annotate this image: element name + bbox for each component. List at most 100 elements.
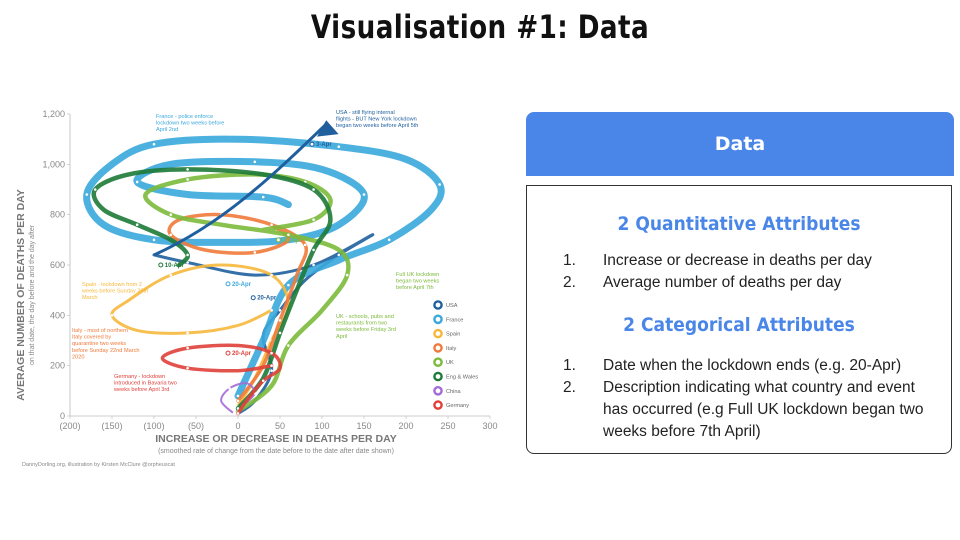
chart-annotation: Full UK lockdown began two weeks before Ap… bbox=[396, 272, 439, 291]
series-point-usa bbox=[186, 261, 189, 264]
legend-entry: France bbox=[446, 317, 463, 323]
series-point-uk bbox=[345, 273, 349, 277]
chart-date-labels: 3-Apr 10-Apr 20-Apr 20-Apr 20-Apr 20-Apr bbox=[158, 141, 332, 357]
x-tick-label: 100 bbox=[314, 421, 329, 431]
x-tick-label: 200 bbox=[398, 421, 413, 431]
series-point-france bbox=[438, 183, 441, 186]
series-point-italy bbox=[253, 251, 257, 254]
legend-entry: Spain bbox=[446, 332, 460, 338]
y-tick-label: 600 bbox=[50, 260, 65, 270]
y-tick-label: 1,200 bbox=[42, 109, 65, 119]
date-label-dot bbox=[275, 237, 281, 243]
series-point-spain bbox=[169, 273, 173, 277]
date-label: 3-Apr bbox=[316, 142, 332, 148]
y-axis-subtitle: on that date, the day before and the day… bbox=[29, 224, 36, 365]
usa-arrow-head bbox=[317, 120, 339, 137]
date-label-dot bbox=[225, 350, 231, 356]
x-axis-title: INCREASE OR DECREASE IN DEATHS PER DAY bbox=[155, 433, 397, 445]
series-line-germany bbox=[160, 343, 283, 416]
series-point-italy bbox=[278, 319, 282, 322]
series-point-germany bbox=[186, 346, 189, 350]
legend-swatch bbox=[433, 357, 443, 368]
series-point-france bbox=[236, 394, 240, 398]
list-item: 2. Description indicating what country an… bbox=[563, 379, 924, 440]
categorical-attributes-list: 1. Date when the lockdown ends (e.g. 20-A… bbox=[563, 355, 933, 443]
chart-series bbox=[83, 120, 445, 416]
series-point-germany bbox=[261, 379, 265, 383]
y-tick-label: 1,000 bbox=[42, 159, 65, 169]
series-point-china bbox=[232, 412, 236, 415]
legend-entry: Germany bbox=[446, 403, 469, 409]
legend-swatch bbox=[433, 300, 443, 310]
series-line-uk bbox=[143, 172, 351, 414]
chart-annotation: UK - schools, pubs and restaurants from t… bbox=[335, 314, 396, 340]
legend-entry: China bbox=[446, 389, 462, 395]
series-point-germany bbox=[186, 366, 189, 370]
chart-annotation: France - police enforce lockdown two week… bbox=[156, 114, 224, 133]
series-point-uk bbox=[287, 344, 290, 347]
series-point-eng-wales bbox=[186, 253, 189, 257]
series-point-eng-wales bbox=[312, 248, 315, 252]
x-tick-label: 0 bbox=[235, 421, 240, 431]
chart-legend: USA France Spain Italy UK Eng & Wales China Ger… bbox=[433, 300, 478, 410]
x-tick-label: 150 bbox=[356, 421, 371, 431]
series-point-germany bbox=[236, 412, 240, 415]
series-line-eng-wales bbox=[91, 167, 333, 411]
list-item: 1. Increase or decrease in deaths per day bbox=[563, 252, 872, 269]
chart-annotation: Germany - lockdown introduced in Bavaria … bbox=[113, 374, 177, 393]
series-point-usa bbox=[312, 263, 315, 267]
series-point-germany bbox=[270, 364, 273, 367]
series-point-italy bbox=[169, 233, 173, 237]
series-point-france bbox=[261, 195, 265, 199]
chart-credit: DannyDorling.org, illustration by Kirste… bbox=[22, 462, 175, 468]
legend-entry: USA bbox=[446, 303, 458, 309]
quantitative-attributes-list: 1. Increase or decrease in deaths per day… bbox=[563, 250, 872, 294]
date-label-dot bbox=[225, 281, 231, 287]
series-point-italy bbox=[303, 243, 307, 247]
series-point-eng-wales bbox=[186, 168, 189, 171]
date-label: 20-Apr bbox=[232, 282, 252, 288]
date-label-dot bbox=[250, 295, 256, 301]
series-point-uk bbox=[186, 178, 189, 181]
usa-upper-line bbox=[153, 122, 328, 257]
date-label: 20-Apr bbox=[257, 296, 277, 302]
legend-swatch bbox=[433, 314, 443, 325]
y-tick-label: 200 bbox=[50, 361, 65, 371]
data-panel-body: 2 Quantitative Attributes 1. Increase or … bbox=[526, 185, 952, 454]
y-tick-label: 0 bbox=[60, 411, 65, 421]
chart-annotations: France - police enforce lockdown two week… bbox=[72, 110, 439, 393]
legend-swatch bbox=[433, 400, 443, 410]
series-point-germany bbox=[270, 351, 273, 355]
x-tick-label: (150) bbox=[101, 421, 122, 431]
series-point-italy bbox=[236, 399, 240, 403]
series-point-uk bbox=[312, 218, 315, 221]
series-point-eng-wales bbox=[278, 331, 282, 335]
list-item: 2. Average number of deaths per day bbox=[563, 274, 842, 291]
x-tick-label: 250 bbox=[440, 421, 455, 431]
series-point-france bbox=[287, 283, 290, 287]
deaths-trajectory-chart: (200) (150) (100) (50) 0 50 100 150 200 250 300 0 20… bbox=[14, 100, 504, 470]
series-point-spain bbox=[270, 309, 273, 312]
chart-annotation: Spain - lockdown from 2 weeks before Sund… bbox=[81, 282, 148, 301]
series-point-spain bbox=[110, 314, 114, 317]
legend-swatch bbox=[433, 385, 443, 396]
x-tick-label: (200) bbox=[59, 421, 80, 431]
series-point-france bbox=[152, 142, 156, 146]
series-point-uk bbox=[169, 213, 173, 216]
series-point-usa bbox=[337, 253, 341, 257]
slide-title: Visualisation #1: Data bbox=[310, 8, 650, 46]
series-point-spain bbox=[186, 331, 189, 335]
series-line-france bbox=[83, 135, 445, 400]
legend-swatch bbox=[433, 328, 443, 339]
series-point-eng-wales bbox=[312, 188, 315, 191]
date-label: 20-Apr bbox=[232, 351, 252, 357]
date-label-dot bbox=[309, 141, 315, 147]
x-axis-subtitle: (smoothed rate of change from the date b… bbox=[158, 448, 394, 455]
date-label: 10-Apr bbox=[165, 263, 185, 269]
chart-annotation: Italy - most of northern Italy covered by… bbox=[72, 328, 139, 360]
y-axis-title: AVERAGE NUMBER OF DEATHS PER DAY bbox=[15, 189, 27, 401]
series-point-uk bbox=[287, 233, 290, 237]
legend-swatch bbox=[433, 343, 443, 353]
y-tick-label: 800 bbox=[50, 210, 65, 220]
y-tick-label: 400 bbox=[50, 310, 65, 320]
